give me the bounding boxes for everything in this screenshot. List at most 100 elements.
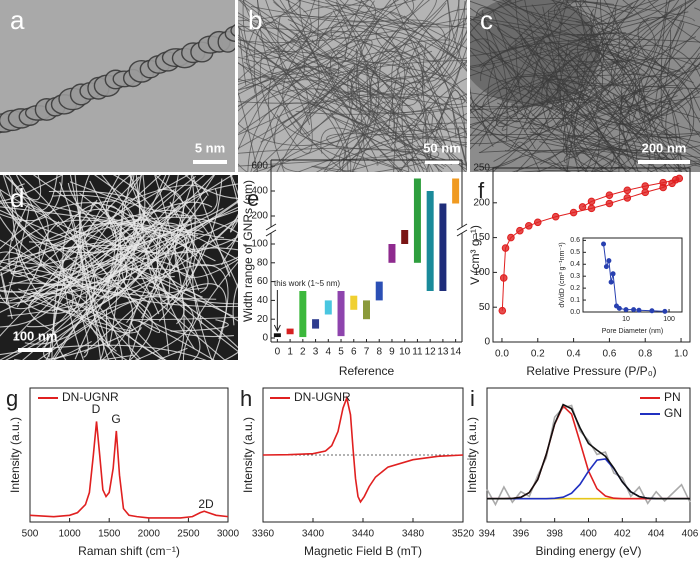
y-axis-label: Intensity (a.u.) — [465, 417, 479, 493]
data-point — [623, 194, 632, 202]
x-tick-label: 8 — [376, 347, 382, 358]
fiber — [169, 201, 219, 288]
series-line — [262, 395, 464, 504]
y-tick-label: 200 — [251, 211, 268, 222]
fiber — [470, 0, 694, 84]
micrograph — [0, 175, 238, 360]
image-label: d — [10, 183, 24, 213]
fiber — [238, 147, 454, 172]
micrograph — [0, 0, 235, 172]
x-tick-label: 3 — [313, 347, 319, 358]
fiber — [8, 175, 58, 211]
fiber — [156, 347, 188, 360]
fiber — [326, 133, 467, 171]
x-tick-label: 3360 — [252, 529, 275, 540]
peak-label: D — [92, 402, 101, 416]
x-tick-label: 11 — [412, 347, 423, 358]
fiber — [0, 206, 190, 246]
fiber — [138, 175, 238, 227]
fiber — [333, 95, 420, 172]
x-tick-label: 3000 — [217, 529, 240, 540]
fiber — [496, 17, 650, 128]
fiber — [311, 165, 358, 172]
annotation: this work (1~5 nm) — [274, 279, 340, 288]
fiber — [43, 333, 92, 360]
fiber — [69, 175, 143, 276]
fiber — [470, 49, 576, 156]
x-tick-label: 398 — [546, 529, 563, 540]
x-tick-label: 2 — [300, 347, 306, 358]
fiber — [276, 90, 313, 154]
fiber — [660, 0, 671, 128]
fiber — [257, 0, 344, 102]
x-tick-label: 394 — [479, 529, 496, 540]
fiber — [563, 89, 637, 172]
fiber — [0, 215, 238, 308]
fiber — [238, 45, 414, 115]
fiber — [0, 189, 98, 242]
fiber — [238, 0, 352, 172]
x-tick-label: 5 — [338, 347, 344, 358]
panel-label: i — [470, 386, 475, 411]
fiber — [4, 244, 150, 360]
fiber — [288, 0, 326, 40]
panel-label: g — [6, 386, 18, 411]
range-bar — [299, 291, 307, 338]
fiber — [577, 0, 633, 14]
fiber — [575, 61, 700, 172]
fiber — [339, 0, 460, 62]
fiber — [0, 202, 176, 271]
data-point — [610, 271, 616, 277]
fiber — [38, 221, 217, 300]
x-tick-label: 0.6 — [602, 349, 616, 360]
fiber — [112, 175, 171, 310]
data-point — [501, 244, 510, 252]
fiber — [403, 0, 467, 60]
fiber — [229, 175, 238, 206]
series-line — [487, 458, 690, 500]
x-tick-label: 2500 — [177, 529, 200, 540]
fiber — [43, 178, 223, 360]
fiber — [522, 21, 636, 76]
fiber — [0, 175, 64, 202]
x-tick-label: 3400 — [302, 529, 325, 540]
fiber — [67, 182, 238, 352]
y-axis-label: Width range of GNRs (nm) — [241, 180, 255, 322]
fiber — [520, 169, 621, 172]
data-point — [662, 308, 668, 314]
fiber — [0, 216, 238, 272]
x-tick-label: 10 — [622, 316, 630, 323]
fiber — [590, 8, 671, 172]
y-tick-label: 0.1 — [570, 297, 580, 304]
y-tick-label: 40 — [257, 295, 269, 306]
fiber — [238, 123, 391, 146]
fiber — [325, 0, 423, 74]
fiber — [303, 4, 467, 72]
fiber — [226, 175, 238, 250]
x-tick-label: 1.0 — [674, 349, 688, 360]
range-bar — [388, 244, 396, 263]
data-point — [507, 233, 515, 242]
x-tick-label: 1 — [287, 347, 293, 358]
data-point — [605, 191, 614, 199]
range-bar — [350, 295, 358, 310]
peak-label: 2D — [198, 497, 214, 511]
fiber — [185, 229, 204, 291]
series-line — [501, 178, 680, 311]
y-tick-label: 0.4 — [570, 261, 580, 268]
fiber — [260, 53, 467, 151]
fiber — [239, 0, 421, 172]
fiber — [0, 188, 238, 254]
fiber — [238, 37, 467, 104]
fiber — [14, 314, 201, 360]
fiber — [238, 22, 402, 98]
fiber — [264, 30, 467, 137]
fiber — [232, 282, 238, 326]
data-point — [499, 274, 508, 282]
fiber — [253, 30, 467, 172]
y-tick-label: 20 — [257, 314, 269, 325]
x-tick-label: 14 — [450, 347, 462, 358]
range-bar — [426, 191, 434, 291]
fiber — [358, 128, 467, 172]
fiber — [79, 175, 110, 360]
